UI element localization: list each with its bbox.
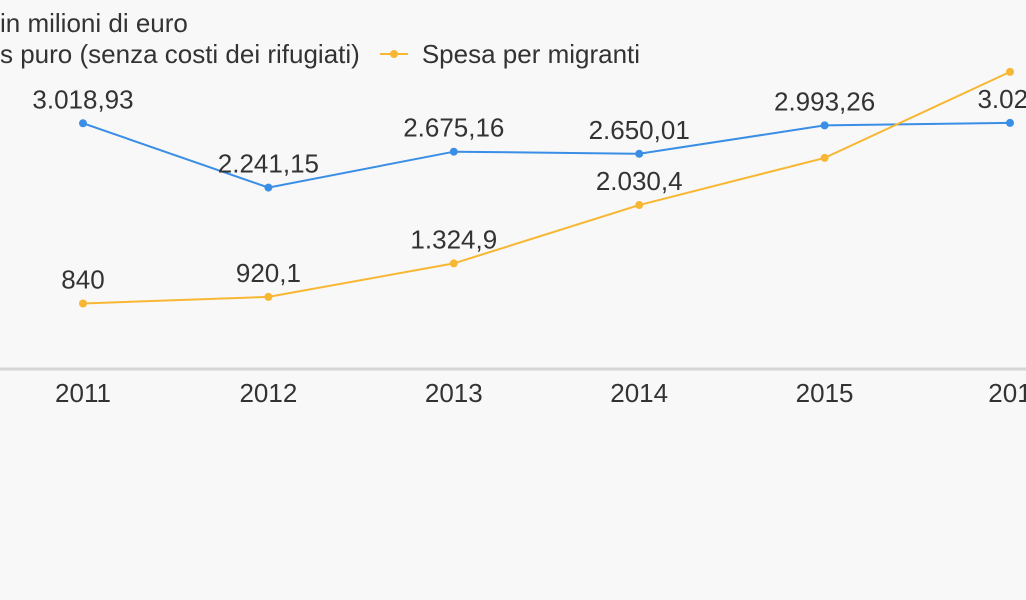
data-label-series-1: 2.241,15: [218, 149, 319, 179]
data-point-series-2[interactable]: [820, 153, 829, 162]
series-layer: [79, 67, 1014, 308]
data-point-series-1[interactable]: [264, 183, 273, 192]
x-tick-label: 2015: [796, 378, 854, 408]
data-label-series-2: 1.324,9: [410, 224, 497, 254]
legend-label-series-1: s puro (senza costi dei rifugiati): [0, 39, 360, 69]
x-tick-label: 2014: [610, 378, 668, 408]
data-label-series-1: 3.023: [977, 84, 1026, 114]
x-tick-label: 201: [988, 378, 1026, 408]
data-point-series-1[interactable]: [820, 121, 829, 130]
data-point-series-2[interactable]: [449, 259, 458, 268]
x-tick-label: 2011: [55, 378, 111, 408]
data-labels-layer: 3.018,93 2.241,15 2.675,16 2.650,01 2.993,26…: [32, 84, 1026, 295]
data-label-series-2: 2.030,4: [596, 166, 683, 196]
legend-label-series-2: Spesa per migranti: [421, 39, 641, 69]
legend-item-series-1[interactable]: s puro (senza costi dei rifugiati): [0, 39, 360, 69]
data-point-series-2[interactable]: [79, 299, 87, 308]
x-tick-label: 2013: [425, 378, 483, 408]
data-point-series-2[interactable]: [635, 201, 644, 210]
chart-subtitle: in milioni di euro: [0, 8, 188, 38]
data-point-series-2[interactable]: [264, 292, 273, 301]
data-label-series-2: 920,1: [236, 258, 301, 288]
legend: s puro (senza costi dei rifugiati) Spesa…: [0, 39, 640, 69]
series-line-2: [82, 70, 1011, 305]
data-label-series-1: 2.675,16: [403, 113, 504, 143]
data-label-series-1: 2.993,26: [774, 86, 875, 116]
legend-line-marker-icon: [379, 50, 408, 58]
x-axis-ticks: 2011 2012 2013 2014 2015 201: [55, 378, 1026, 408]
data-point-series-1[interactable]: [79, 119, 87, 128]
x-tick-label: 2012: [239, 378, 297, 408]
series-line-1: [82, 121, 1011, 189]
legend-item-series-2[interactable]: Spesa per migranti: [360, 39, 640, 69]
data-point-series-1[interactable]: [449, 147, 458, 156]
data-point-series-1[interactable]: [1006, 118, 1014, 127]
data-label-series-2: 840: [61, 265, 104, 295]
data-label-series-1: 2.650,01: [589, 115, 690, 145]
data-label-series-1: 3.018,93: [32, 84, 133, 114]
data-point-series-2[interactable]: [1006, 67, 1014, 76]
data-point-series-1[interactable]: [635, 149, 644, 158]
